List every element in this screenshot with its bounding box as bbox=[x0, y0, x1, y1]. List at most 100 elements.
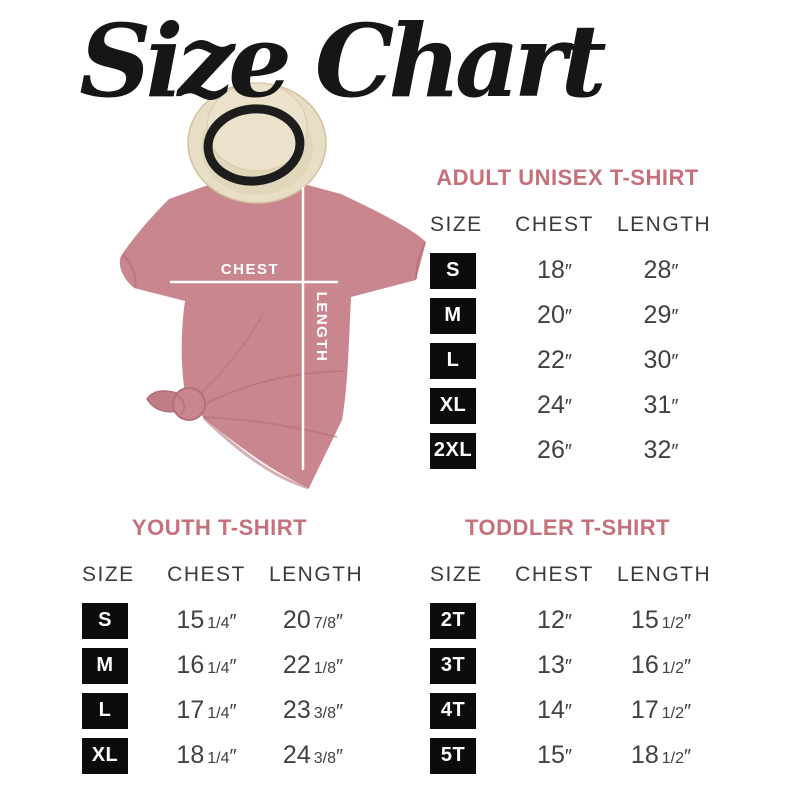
measure-unit: ″ bbox=[229, 746, 237, 768]
measure-whole: 24 bbox=[537, 391, 565, 419]
measure-unit: ″ bbox=[335, 611, 344, 633]
size-badge: L bbox=[430, 342, 476, 379]
measure-whole: 16 bbox=[176, 651, 205, 679]
size-badge: 3T bbox=[430, 647, 476, 684]
toddler-table-header-row: SIZE CHEST LENGTH bbox=[430, 563, 712, 586]
youth-table-heading: YOUTH T-SHIRT bbox=[131, 515, 308, 540]
measure-unit: ″ bbox=[335, 746, 344, 768]
measure-whole: 18 bbox=[537, 256, 565, 284]
measure-unit: ″ bbox=[564, 611, 572, 633]
measure-fraction: 1/4 bbox=[207, 615, 230, 632]
chest-value: 16 1/4″ bbox=[144, 651, 269, 680]
fold-line bbox=[202, 416, 338, 438]
measure-unit: ″ bbox=[229, 656, 237, 678]
length-value: 18 1/2″ bbox=[617, 741, 705, 770]
measure-unit: ″ bbox=[564, 656, 572, 678]
toddler-size-table: TODDLER T-SHIRT SIZE CHEST LENGTH 2T 12″… bbox=[430, 515, 712, 778]
measure-unit: ″ bbox=[564, 306, 572, 328]
size-badge: 2XL bbox=[430, 432, 476, 469]
adult-table-rows: S 18″ 28″ M 20″ 29″ L 22″ 30″ XL 24″ 31″… bbox=[430, 248, 705, 473]
chest-value: 24″ bbox=[492, 391, 617, 420]
size-badge: S bbox=[82, 602, 128, 639]
tshirt-shape bbox=[119, 179, 427, 488]
measure-fraction: 1/2 bbox=[661, 660, 684, 677]
length-value: 23 3/8″ bbox=[269, 696, 357, 725]
measure-whole: 20 bbox=[537, 301, 565, 329]
size-column-header: SIZE bbox=[430, 213, 483, 236]
hat-band bbox=[203, 104, 305, 186]
chest-value: 17 1/4″ bbox=[144, 696, 269, 725]
measure-fraction: 1/4 bbox=[207, 750, 230, 767]
size-badge: XL bbox=[82, 737, 128, 774]
length-value: 31″ bbox=[617, 391, 705, 420]
measure-fraction: 7/8 bbox=[313, 615, 336, 632]
chest-value: 14″ bbox=[492, 696, 617, 725]
toddler-table-rows: 2T 12″ 15 1/2″ 3T 13″ 16 1/2″ 4T 14″ 17 1/2… bbox=[430, 598, 705, 778]
length-column-header: LENGTH bbox=[269, 563, 364, 586]
adult-table-heading: ADULT UNISEX T-SHIRT bbox=[436, 165, 699, 190]
table-row: S 18″ 28″ bbox=[430, 248, 705, 293]
table-row: XL 18 1/4″ 24 3/8″ bbox=[82, 733, 357, 778]
measure-unit: ″ bbox=[671, 441, 679, 463]
table-row: M 16 1/4″ 22 1/8″ bbox=[82, 643, 357, 688]
chest-value: 12″ bbox=[492, 606, 617, 635]
table-row: 4T 14″ 17 1/2″ bbox=[430, 688, 705, 733]
length-value: 30″ bbox=[617, 346, 705, 375]
knot-tail bbox=[146, 390, 180, 413]
chest-value: 18 1/4″ bbox=[144, 741, 269, 770]
size-badge: L bbox=[82, 692, 128, 729]
measure-whole: 15 bbox=[537, 741, 565, 769]
measure-whole: 24 bbox=[282, 741, 311, 769]
length-value: 32″ bbox=[617, 436, 705, 465]
length-value: 22 1/8″ bbox=[269, 651, 357, 680]
measure-whole: 30 bbox=[643, 346, 672, 374]
measure-whole: 15 bbox=[630, 606, 659, 634]
chest-line-label: CHEST bbox=[221, 261, 279, 278]
youth-size-table: YOUTH T-SHIRT SIZE CHEST LENGTH S 15 1/4″… bbox=[82, 515, 364, 778]
length-value: 15 1/2″ bbox=[617, 606, 705, 635]
measure-whole: 26 bbox=[537, 436, 565, 464]
measure-whole: 29 bbox=[643, 301, 672, 329]
youth-table-rows: S 15 1/4″ 20 7/8″ M 16 1/4″ 22 1/8″ L 17 1/4″… bbox=[82, 598, 357, 778]
table-row: L 17 1/4″ 23 3/8″ bbox=[82, 688, 357, 733]
measure-whole: 22 bbox=[537, 346, 565, 374]
measure-whole: 16 bbox=[630, 651, 659, 679]
measure-unit: ″ bbox=[683, 746, 692, 768]
length-value: 20 7/8″ bbox=[269, 606, 357, 635]
chest-column-header: CHEST bbox=[515, 563, 594, 586]
measure-whole: 12 bbox=[537, 606, 565, 634]
measure-fraction: 1/2 bbox=[661, 750, 684, 767]
toddler-table-heading: TODDLER T-SHIRT bbox=[464, 515, 671, 540]
hem-shadow bbox=[202, 416, 310, 490]
length-column-header: LENGTH bbox=[617, 563, 712, 586]
measure-fraction: 3/8 bbox=[313, 705, 336, 722]
size-badge: 2T bbox=[430, 602, 476, 639]
measure-unit: ″ bbox=[229, 611, 237, 633]
chest-value: 15″ bbox=[492, 741, 617, 770]
chest-value: 15 1/4″ bbox=[144, 606, 269, 635]
measure-whole: 14 bbox=[537, 696, 565, 724]
length-value: 29″ bbox=[617, 301, 705, 330]
measure-fraction: 3/8 bbox=[313, 750, 336, 767]
chest-value: 26″ bbox=[492, 436, 617, 465]
measure-fraction: 1/2 bbox=[661, 615, 684, 632]
table-row: L 22″ 30″ bbox=[430, 338, 705, 383]
table-row: XL 24″ 31″ bbox=[430, 383, 705, 428]
size-column-header: SIZE bbox=[82, 563, 135, 586]
chest-value: 13″ bbox=[492, 651, 617, 680]
hat-crown bbox=[206, 82, 308, 172]
measure-unit: ″ bbox=[564, 441, 572, 463]
measure-whole: 17 bbox=[176, 696, 205, 724]
size-badge: M bbox=[82, 647, 128, 684]
measure-unit: ″ bbox=[683, 656, 692, 678]
fold-line bbox=[202, 370, 344, 406]
left-cuff-fold bbox=[122, 254, 137, 288]
measure-unit: ″ bbox=[564, 746, 572, 768]
fold-line bbox=[198, 312, 264, 396]
measure-unit: ″ bbox=[671, 396, 679, 418]
measure-whole: 17 bbox=[630, 696, 659, 724]
measure-unit: ″ bbox=[683, 611, 692, 633]
measure-unit: ″ bbox=[564, 351, 572, 373]
table-row: 5T 15″ 18 1/2″ bbox=[430, 733, 705, 778]
